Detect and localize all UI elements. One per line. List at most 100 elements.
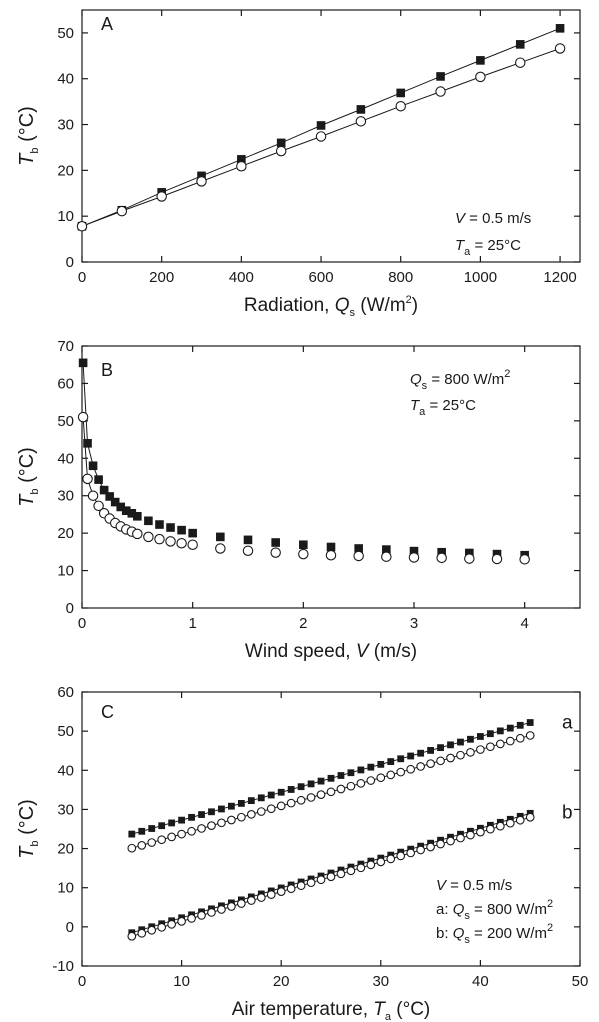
data-point-circle bbox=[207, 908, 216, 917]
annotation-text: Qs = 800 W/m2 bbox=[410, 368, 510, 392]
x-tick-label: 0 bbox=[78, 269, 86, 286]
data-point-circle bbox=[275, 145, 287, 157]
data-point-square bbox=[94, 475, 103, 484]
data-point-square bbox=[486, 730, 494, 738]
data-point-circle bbox=[246, 810, 256, 819]
data-point-circle bbox=[237, 899, 246, 908]
y-tick-label: 0 bbox=[66, 254, 74, 271]
data-point-circle bbox=[356, 779, 366, 788]
data-point-square bbox=[476, 56, 485, 65]
data-point-square bbox=[105, 492, 114, 501]
data-point-circle bbox=[187, 826, 196, 836]
x-tick-label: 2 bbox=[299, 615, 307, 632]
data-point-circle bbox=[475, 71, 486, 83]
data-point-circle bbox=[355, 116, 367, 127]
data-point-circle bbox=[270, 547, 281, 558]
data-point-square bbox=[168, 819, 176, 827]
data-point-circle bbox=[227, 815, 236, 825]
plot-frame bbox=[81, 9, 581, 263]
data-point-circle bbox=[515, 815, 525, 825]
data-point-circle bbox=[406, 848, 416, 858]
y-tick-label: 40 bbox=[57, 450, 74, 467]
data-point-circle bbox=[242, 545, 254, 556]
chart-panel-a: 0 200 400 600 800 1000 1200 0 10 20 30 40 50 A Tb (°C)… bbox=[16, 9, 581, 319]
data-point-square bbox=[287, 786, 295, 793]
data-point-circle bbox=[491, 553, 503, 565]
data-point-square bbox=[188, 528, 197, 538]
data-point-circle bbox=[525, 812, 535, 822]
x-tick-label: 4 bbox=[520, 615, 528, 632]
data-point-circle bbox=[116, 205, 128, 217]
data-point-square bbox=[178, 816, 185, 824]
data-point-square bbox=[197, 171, 206, 181]
panel-letter: C bbox=[101, 702, 114, 722]
data-point-circle bbox=[346, 866, 356, 876]
x-tick-label: 200 bbox=[149, 269, 174, 286]
y-tick-label: 50 bbox=[57, 413, 74, 430]
data-point-square bbox=[427, 747, 434, 754]
x-axis-label: Air temperature, Ta (°C) bbox=[232, 999, 431, 1022]
x-tick-label: 0 bbox=[78, 973, 86, 990]
data-point-circle bbox=[376, 857, 386, 867]
annotation-text: Ta = 25°C bbox=[410, 397, 476, 418]
data-point-square bbox=[257, 794, 265, 802]
data-point-circle bbox=[296, 881, 306, 891]
data-point-square bbox=[110, 497, 120, 507]
data-point-square bbox=[237, 800, 245, 807]
data-point-square bbox=[267, 791, 275, 799]
y-axis-label: Tb (°C) bbox=[16, 447, 41, 507]
data-point-circle bbox=[446, 753, 455, 763]
data-point-square bbox=[116, 502, 126, 512]
data-point-circle bbox=[77, 411, 89, 423]
data-point-square bbox=[198, 811, 205, 818]
annotation-text: Ta = 25°C bbox=[455, 237, 521, 258]
data-point-circle bbox=[286, 884, 296, 894]
x-axis-label: Radiation, Qs (W/m2) bbox=[244, 294, 418, 319]
data-point-circle bbox=[197, 824, 206, 833]
data-point-square bbox=[407, 752, 415, 760]
data-point-square bbox=[447, 741, 454, 749]
data-point-circle bbox=[207, 821, 216, 830]
data-point-square bbox=[526, 719, 534, 726]
data-point-circle bbox=[366, 776, 376, 785]
data-point-circle bbox=[466, 830, 475, 840]
data-point-square bbox=[354, 544, 363, 553]
data-point-circle bbox=[336, 869, 346, 879]
data-point-square bbox=[158, 822, 166, 830]
y-tick-label: 20 bbox=[57, 162, 74, 179]
x-tick-label: 1 bbox=[188, 615, 196, 632]
data-point-circle bbox=[316, 875, 326, 885]
data-point-circle bbox=[196, 176, 207, 187]
y-tick-label: -10 bbox=[52, 958, 74, 975]
data-point-square bbox=[299, 540, 308, 550]
data-point-square bbox=[177, 525, 186, 535]
data-point-circle bbox=[227, 902, 236, 911]
data-point-square bbox=[477, 733, 484, 740]
data-point-circle bbox=[306, 793, 316, 802]
data-point-circle bbox=[426, 759, 435, 768]
panel-letter: A bbox=[101, 14, 113, 34]
data-point-circle bbox=[436, 552, 447, 564]
data-point-circle bbox=[519, 554, 530, 565]
data-point-circle bbox=[82, 473, 93, 485]
data-point-circle bbox=[495, 821, 505, 831]
y-tick-label: 40 bbox=[57, 71, 74, 88]
data-point-circle bbox=[177, 917, 186, 926]
data-point-square bbox=[83, 439, 92, 448]
panel-letter: B bbox=[101, 360, 113, 380]
data-point-square bbox=[467, 735, 474, 743]
data-point-square bbox=[307, 780, 315, 788]
x-tick-label: 0 bbox=[78, 615, 86, 632]
data-point-circle bbox=[353, 550, 364, 562]
data-point-circle bbox=[456, 750, 465, 760]
data-point-square bbox=[457, 738, 464, 746]
data-point-circle bbox=[515, 733, 525, 743]
data-point-circle bbox=[167, 920, 176, 929]
curve-label: a bbox=[562, 712, 573, 733]
data-point-circle bbox=[366, 860, 376, 870]
data-point-square bbox=[155, 520, 164, 529]
y-tick-label: 10 bbox=[57, 563, 74, 580]
data-point-square bbox=[208, 808, 215, 816]
y-tick-label: 30 bbox=[57, 488, 74, 505]
